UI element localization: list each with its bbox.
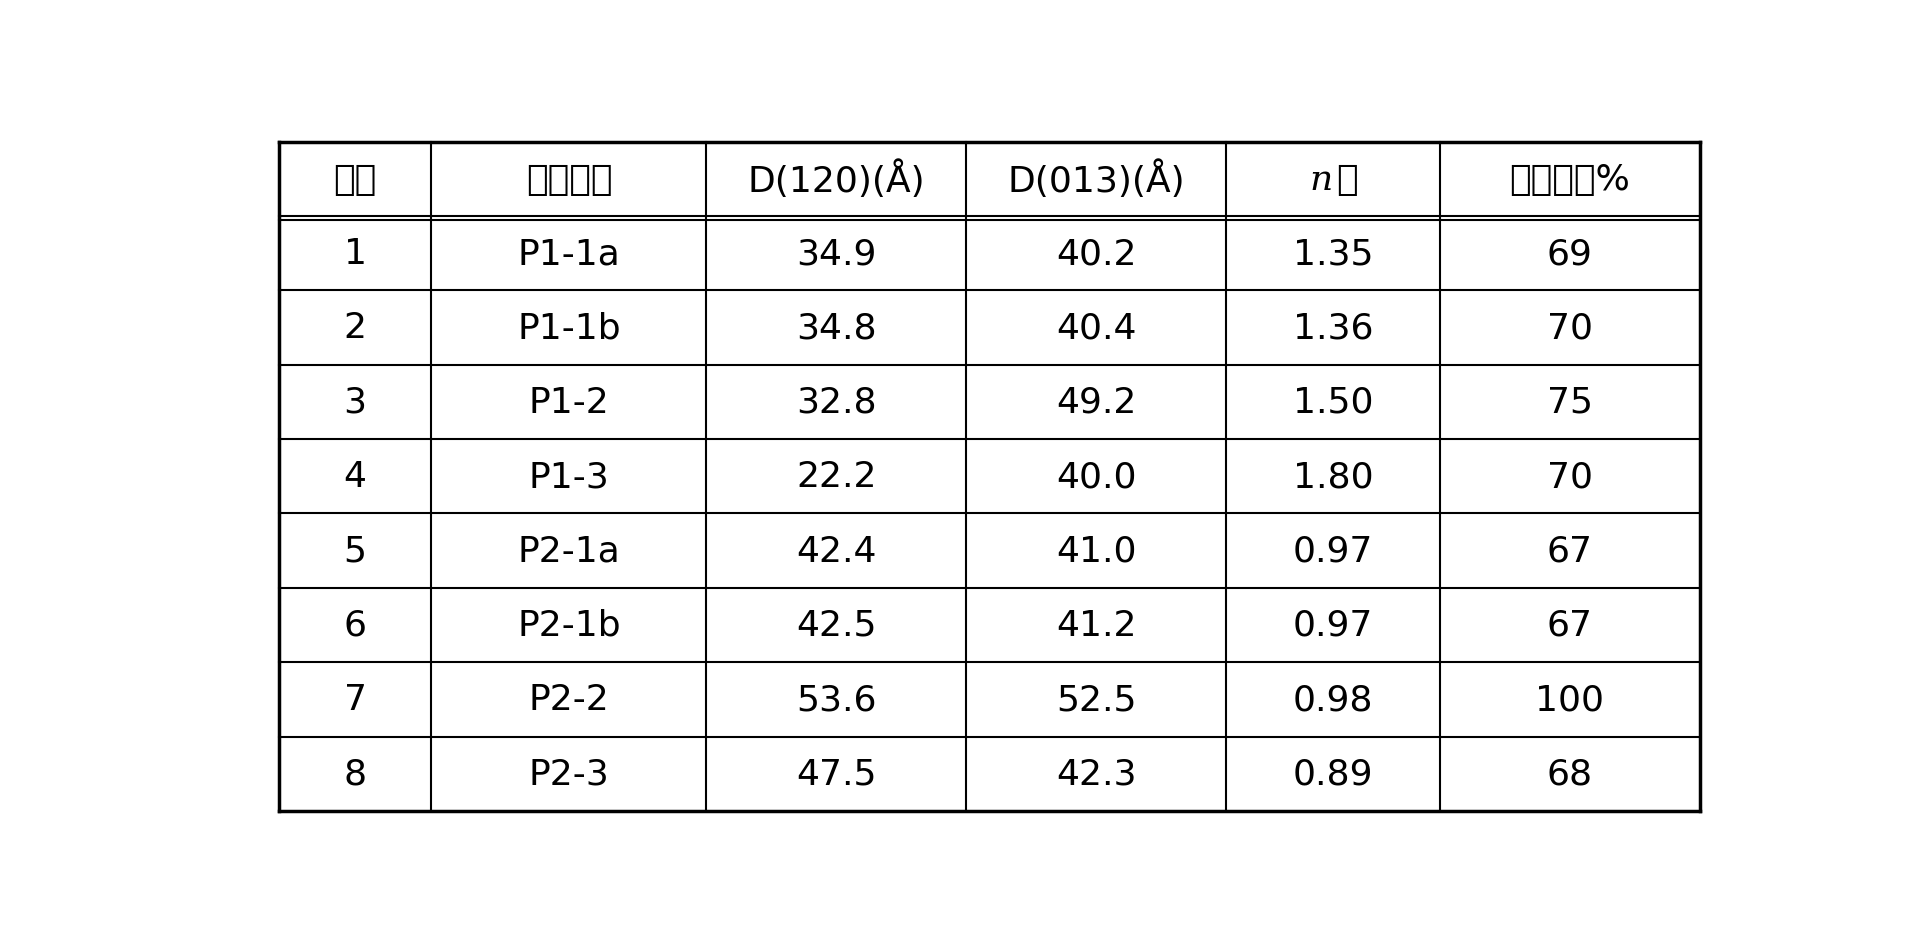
Text: 69: 69 [1546, 237, 1592, 271]
Text: 8: 8 [344, 757, 367, 791]
Text: 0.97: 0.97 [1293, 534, 1372, 568]
Text: D(013)(Å): D(013)(Å) [1007, 160, 1185, 199]
Text: P2-2: P2-2 [529, 683, 610, 716]
Text: n: n [1310, 162, 1334, 196]
Text: 1: 1 [344, 237, 367, 271]
Text: 値: 値 [1336, 162, 1357, 196]
Text: 结晶度，%: 结晶度，% [1509, 162, 1631, 196]
Text: 4: 4 [344, 460, 367, 494]
Text: 40.2: 40.2 [1056, 237, 1137, 271]
Text: 70: 70 [1546, 312, 1592, 346]
Text: 1.80: 1.80 [1293, 460, 1374, 494]
Text: P2-1b: P2-1b [517, 608, 621, 642]
Text: 32.8: 32.8 [795, 385, 876, 419]
Text: P2-3: P2-3 [529, 757, 610, 791]
Text: 2: 2 [344, 312, 367, 346]
Text: D(120)(Å): D(120)(Å) [747, 160, 924, 199]
Text: 3: 3 [344, 385, 367, 419]
Text: 34.9: 34.9 [797, 237, 876, 271]
Text: 0.97: 0.97 [1293, 608, 1372, 642]
Text: 7: 7 [344, 683, 367, 716]
Text: 1.35: 1.35 [1293, 237, 1372, 271]
Text: 1.36: 1.36 [1293, 312, 1372, 346]
Text: 53.6: 53.6 [795, 683, 876, 716]
Text: 40.0: 40.0 [1056, 460, 1137, 494]
Text: 75: 75 [1546, 385, 1592, 419]
Text: 6: 6 [344, 608, 367, 642]
Text: 42.3: 42.3 [1056, 757, 1137, 791]
Text: 47.5: 47.5 [795, 757, 876, 791]
Text: 42.5: 42.5 [795, 608, 876, 642]
Text: 41.2: 41.2 [1056, 608, 1137, 642]
Text: 41.0: 41.0 [1056, 534, 1137, 568]
Text: P1-1a: P1-1a [517, 237, 620, 271]
Text: 22.2: 22.2 [795, 460, 876, 494]
Text: 40.4: 40.4 [1056, 312, 1137, 346]
Text: 1.50: 1.50 [1293, 385, 1372, 419]
Text: 68: 68 [1546, 757, 1592, 791]
Text: P2-1a: P2-1a [517, 534, 620, 568]
Text: 序号: 序号 [334, 162, 376, 196]
Text: 34.8: 34.8 [795, 312, 876, 346]
Text: 5: 5 [344, 534, 367, 568]
Text: 70: 70 [1546, 460, 1592, 494]
Text: P1-2: P1-2 [529, 385, 610, 419]
Text: 42.4: 42.4 [795, 534, 876, 568]
Text: 100: 100 [1534, 683, 1604, 716]
Text: 0.98: 0.98 [1293, 683, 1372, 716]
Text: 49.2: 49.2 [1056, 385, 1137, 419]
Text: P1-1b: P1-1b [517, 312, 621, 346]
Text: 67: 67 [1546, 534, 1592, 568]
Text: 52.5: 52.5 [1056, 683, 1137, 716]
Text: 67: 67 [1546, 608, 1592, 642]
Text: 0.89: 0.89 [1293, 757, 1372, 791]
Text: P1-3: P1-3 [529, 460, 610, 494]
Text: 样品名称: 样品名称 [525, 162, 612, 196]
